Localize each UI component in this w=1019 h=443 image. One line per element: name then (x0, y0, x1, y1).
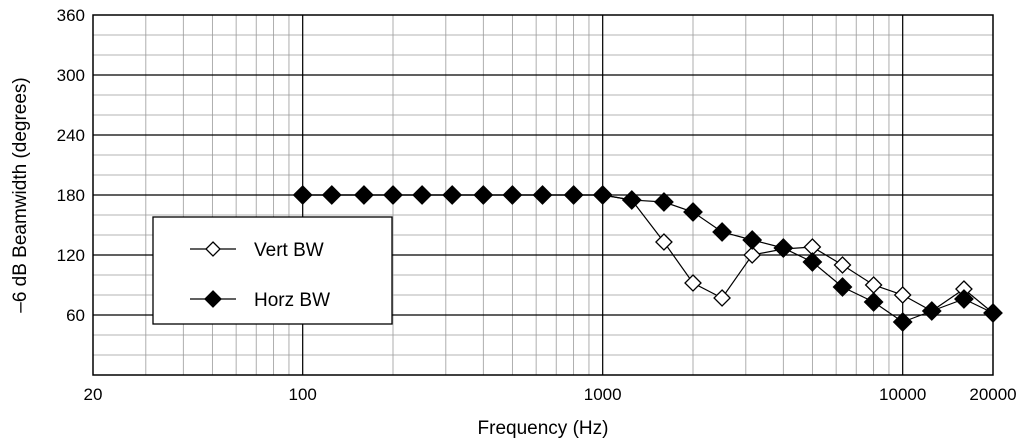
data-point (473, 185, 494, 205)
y-tick-labels: 60 120 180 240 300 360 (57, 6, 85, 325)
legend-label: Horz BW (254, 290, 330, 311)
y-tick-label: 360 (57, 6, 85, 25)
data-point (954, 289, 974, 309)
legend: Vert BW Horz BW (152, 216, 393, 325)
data-point (654, 192, 674, 212)
x-tick-labels: 20 100 1000 10000 20000 (84, 385, 1017, 404)
x-axis-label: Frequency (Hz) (478, 418, 609, 439)
x-tick-label: 1000 (584, 385, 622, 404)
data-point (684, 274, 702, 292)
data-point (321, 185, 342, 205)
data-point (683, 202, 703, 222)
x-tick-label: 20 (84, 385, 103, 404)
data-point (655, 233, 673, 251)
data-point (592, 185, 613, 205)
series-horz-bw (292, 185, 1003, 332)
data-point (983, 303, 1003, 323)
data-point (742, 230, 763, 250)
data-point (832, 277, 853, 297)
legend-box (152, 216, 393, 325)
x-tick-label: 20000 (969, 385, 1016, 404)
y-axis-label: –6 dB Beamwidth (degrees) (10, 77, 31, 313)
data-point (354, 185, 374, 205)
legend-label: Vert BW (254, 240, 324, 261)
y-tick-label: 60 (66, 306, 85, 325)
data-point (773, 238, 794, 258)
data-point (442, 185, 463, 205)
y-tick-label: 120 (57, 246, 85, 265)
data-point (383, 185, 403, 205)
series-layer (292, 185, 1003, 332)
x-tick-label: 10000 (879, 385, 926, 404)
legend-marker-filled-diamond (204, 290, 222, 308)
data-point (532, 185, 553, 205)
data-point (292, 185, 313, 205)
y-tick-label: 180 (57, 186, 85, 205)
data-point (893, 286, 912, 304)
data-point (921, 301, 942, 321)
data-point (412, 185, 432, 205)
data-point (833, 256, 852, 274)
y-tick-label: 300 (57, 66, 85, 85)
data-point (713, 289, 731, 307)
data-point (863, 292, 884, 312)
data-point (712, 222, 732, 242)
x-tick-label: 100 (289, 385, 317, 404)
data-point (563, 185, 584, 205)
plot-frame (92, 14, 994, 376)
data-point (802, 252, 823, 272)
data-point (892, 312, 913, 332)
legend-marker-open-diamond (205, 241, 221, 257)
data-point (621, 190, 642, 210)
y-tick-label: 240 (57, 126, 85, 145)
data-point (743, 246, 762, 264)
data-point (502, 185, 523, 205)
